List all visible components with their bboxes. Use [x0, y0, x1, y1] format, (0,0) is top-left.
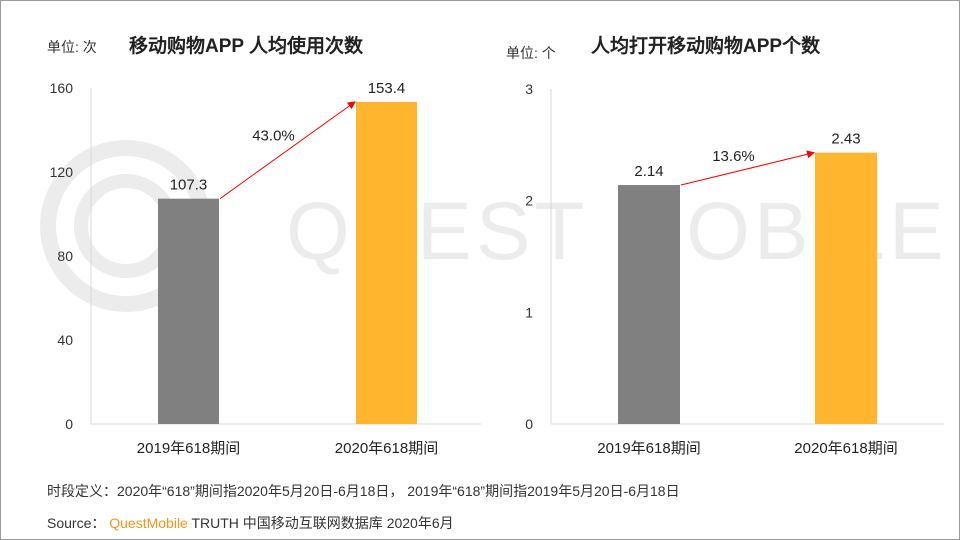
data-label: 107.3: [170, 177, 208, 194]
x-tick-label: 2020年618期间: [794, 440, 897, 457]
bar-2020: [815, 152, 877, 424]
period-definition: 时段定义：2020年“618”期间指2020年5月20日-6月18日， 2019…: [47, 483, 680, 499]
y-tick-label: 0: [525, 416, 533, 432]
y-tick-label: 120: [50, 164, 74, 180]
x-tick-label: 2020年618期间: [335, 440, 438, 457]
y-tick-label: 160: [50, 80, 74, 96]
source-label: Source：: [47, 515, 106, 531]
bar-2020: [356, 101, 417, 425]
growth-label: 43.0%: [252, 127, 295, 144]
growth-label: 13.6%: [712, 148, 755, 165]
chart1-title: 移动购物APP 人均使用次数: [129, 36, 364, 57]
data-label: 2.14: [634, 163, 663, 180]
source-line: Source： QuestMobile TRUTH 中国移动互联网数据库 202…: [47, 513, 454, 533]
y-tick-label: 80: [57, 248, 73, 264]
chart2-unit: 单位: 个: [506, 45, 556, 61]
y-tick-label: 3: [525, 81, 533, 97]
data-label: 153.4: [368, 80, 406, 97]
bar-2019: [618, 185, 680, 424]
y-tick-label: 2: [525, 193, 533, 209]
source-brand: QuestMobile: [109, 515, 188, 531]
source-text: TRUTH 中国移动互联网数据库 2020年6月: [191, 515, 454, 531]
y-tick-label: 1: [525, 304, 533, 320]
chart1-unit: 单位: 次: [47, 39, 97, 55]
growth-arrow: [680, 150, 815, 186]
growth-arrow: [219, 101, 356, 200]
x-tick-label: 2019年618期间: [597, 440, 700, 457]
bar-2019: [158, 198, 219, 424]
y-tick-label: 40: [57, 332, 73, 348]
chart2-title: 人均打开移动购物APP个数: [591, 36, 821, 57]
y-tick-label: 0: [65, 416, 73, 432]
x-tick-label: 2019年618期间: [137, 440, 240, 457]
data-label: 2.43: [831, 131, 860, 148]
